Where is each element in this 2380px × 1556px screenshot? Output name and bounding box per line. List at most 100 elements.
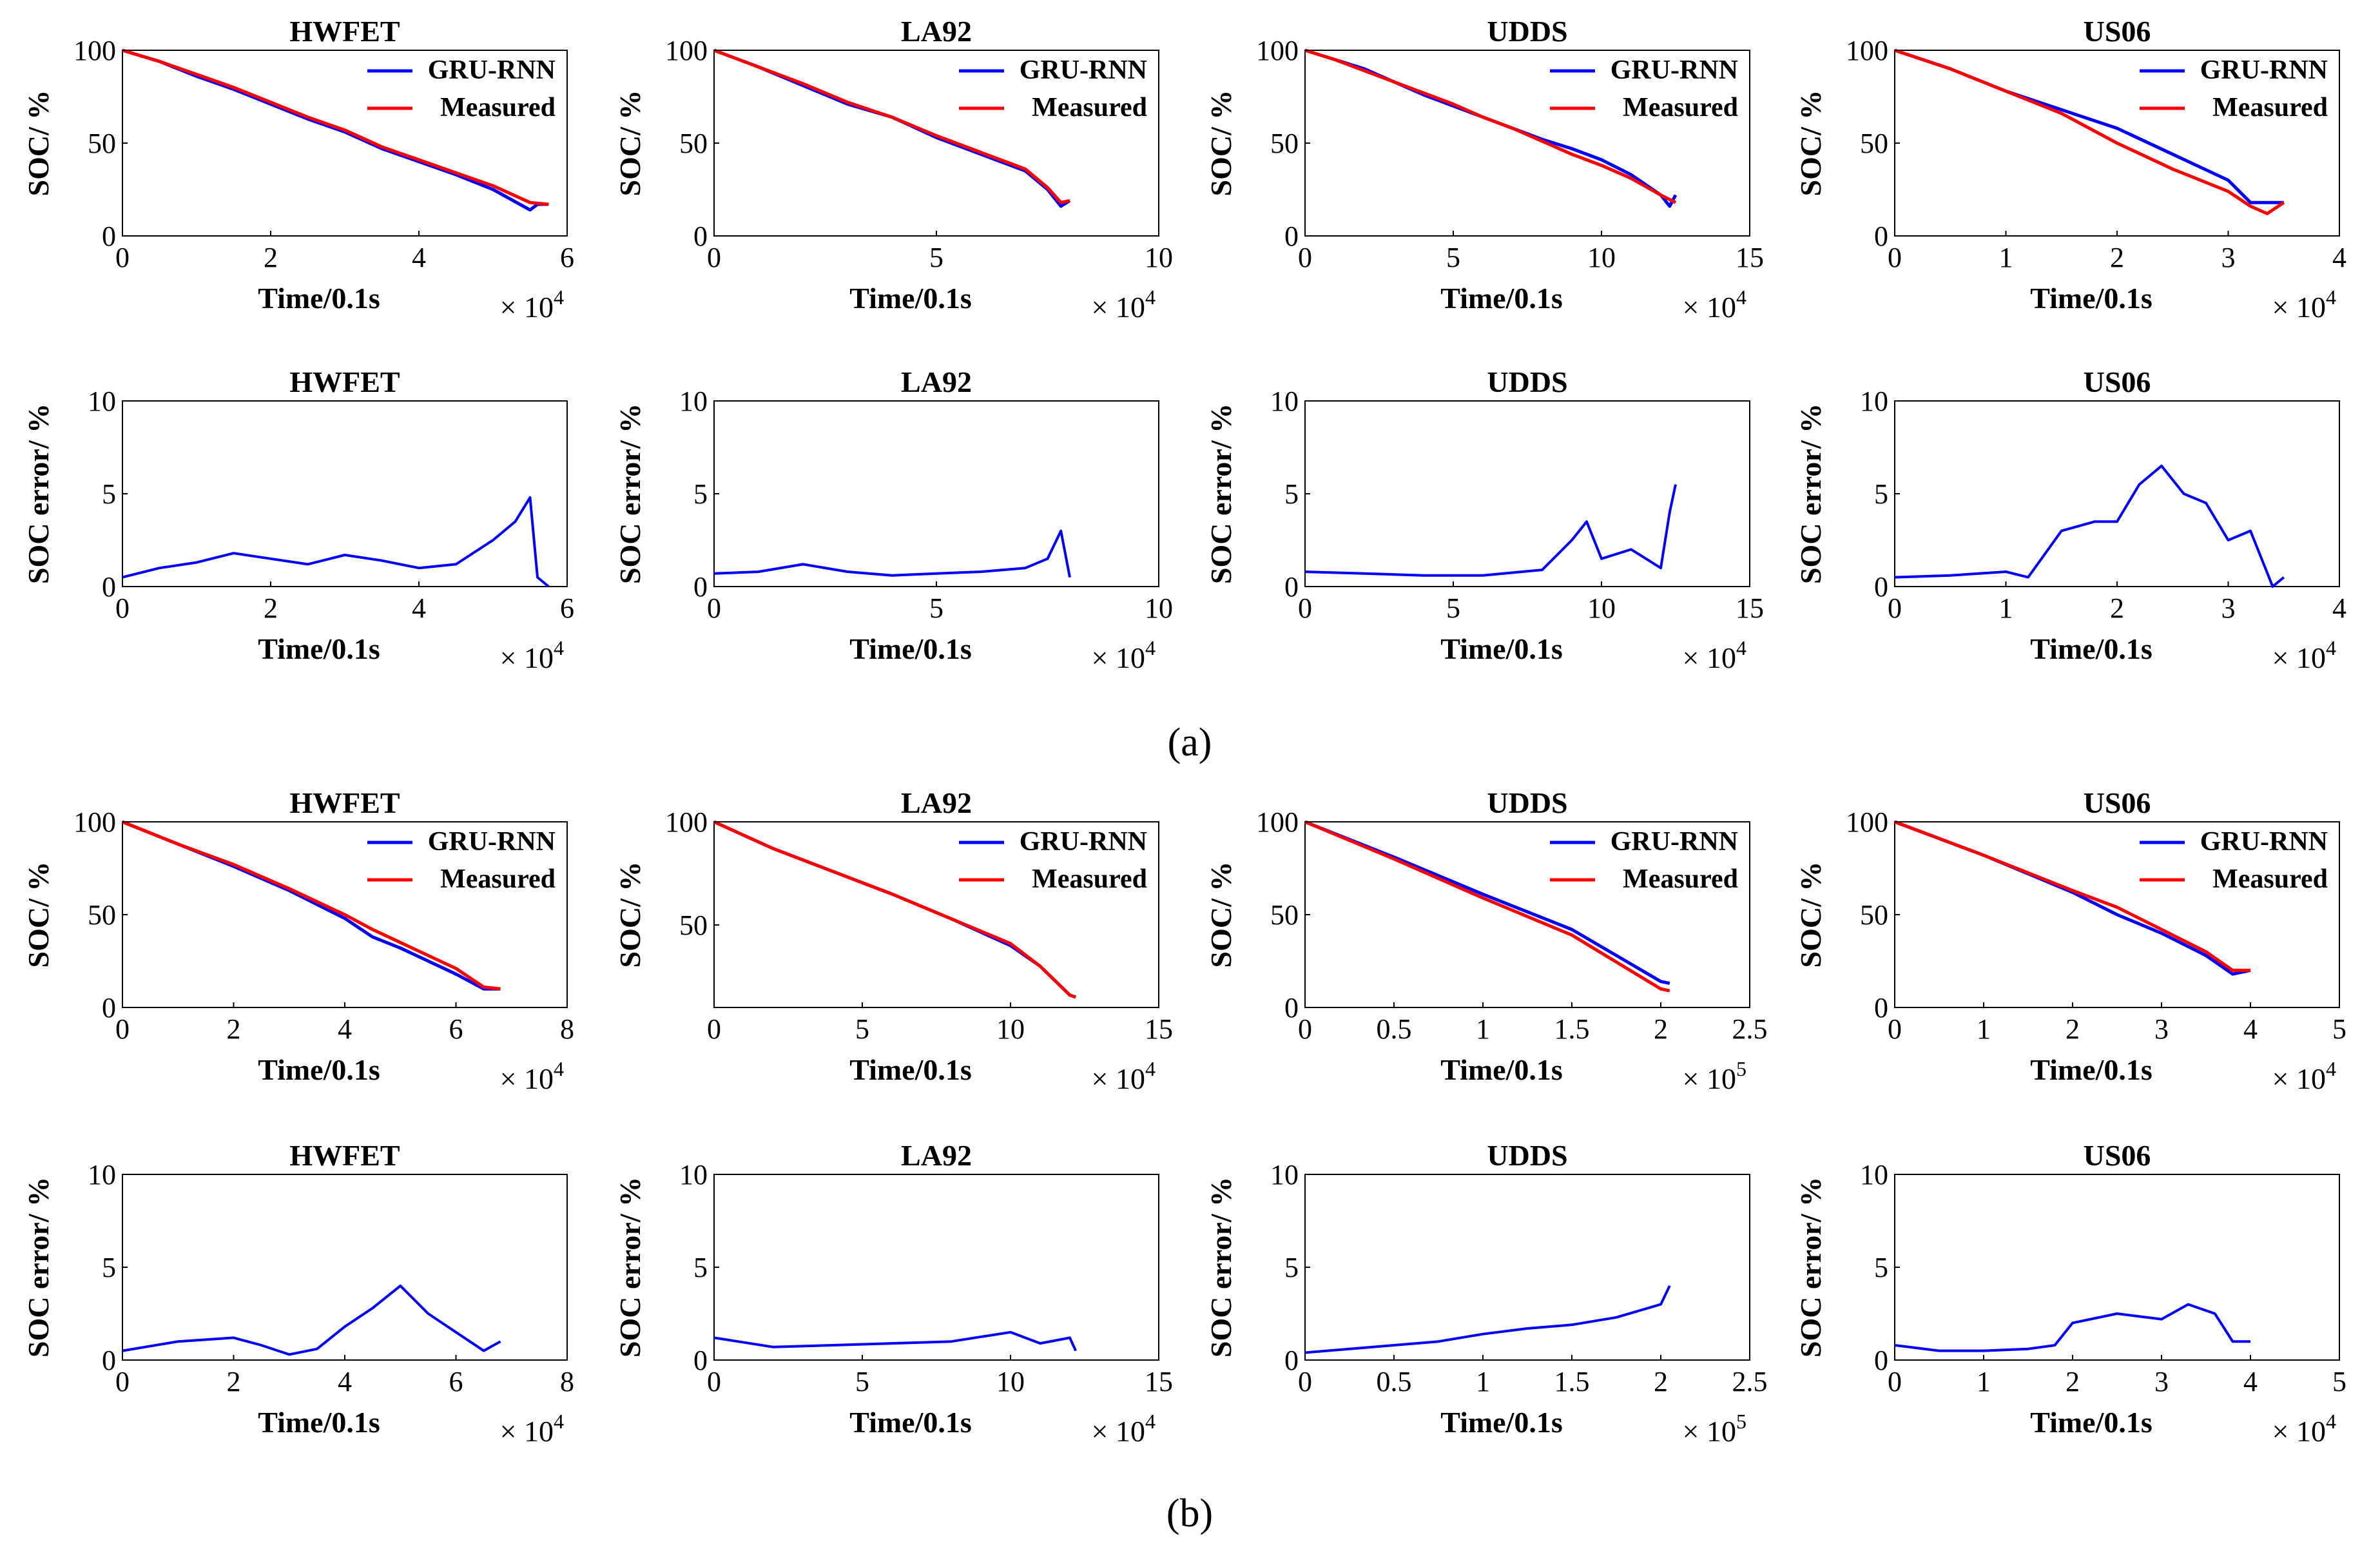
y-tick-label: 0: [693, 220, 708, 252]
y-tick-label: 50: [88, 128, 116, 159]
x-axis-label: Time/0.1s: [258, 282, 380, 315]
y-tick-label: 5: [1874, 1252, 1888, 1283]
x-tick-label: 10: [996, 1013, 1025, 1045]
chart-b-err-la92: 0 5 10 15 0 5 10 LA92 Time/0.1s × 104 SOC error/ %: [614, 1139, 1173, 1448]
x-tick-label: 10: [996, 1366, 1025, 1397]
legend: GRU-RNN Measured: [2140, 55, 2328, 122]
x-tick-label: 0.5: [1377, 1013, 1412, 1045]
chart-title: UDDS: [1487, 365, 1567, 398]
x-multiplier-exponent: 4: [554, 286, 564, 309]
y-tick-label: 10: [1270, 1159, 1299, 1191]
x-tick-label: 4: [2243, 1013, 2258, 1045]
axes-box: [122, 400, 568, 587]
y-tick-label: 10: [679, 385, 708, 417]
x-tick-label: 0: [115, 592, 130, 624]
x-tick-label: 6: [449, 1366, 463, 1397]
measured-series-line: [713, 820, 1077, 999]
x-multiplier: × 104: [500, 1410, 564, 1448]
y-tick-label: 0: [693, 1345, 708, 1376]
y-axis-label: SOC error/ %: [1794, 404, 1827, 584]
x-axis-label: Time/0.1s: [849, 632, 972, 665]
y-axis-label: SOC error/ %: [614, 404, 646, 584]
chart-title: HWFET: [289, 365, 400, 398]
x-multiplier-base: × 10: [500, 291, 554, 324]
x-tick-label: 5: [1446, 592, 1460, 624]
y-axis-label: SOC/ %: [1205, 862, 1237, 968]
gru-rnn-series-line: [713, 1330, 1078, 1352]
x-multiplier-exponent: 4: [2326, 286, 2336, 309]
y-tick-label: 100: [1256, 806, 1299, 838]
x-tick-label: 6: [449, 1013, 463, 1045]
x-multiplier-base: × 10: [2272, 1062, 2326, 1095]
axes-box: [1304, 1174, 1750, 1361]
x-multiplier-base: × 10: [1092, 1415, 1145, 1448]
x-tick-label: 4: [2243, 1366, 2258, 1397]
y-tick-label: 50: [679, 909, 708, 941]
chart-title: LA92: [901, 786, 972, 819]
x-multiplier: × 104: [2272, 1410, 2336, 1448]
x-multiplier-exponent: 4: [1145, 1410, 1156, 1433]
x-tick-label: 10: [1145, 242, 1173, 273]
y-axis-label: SOC error/ %: [614, 1177, 646, 1357]
x-tick-label: 0: [707, 1013, 721, 1045]
x-tick-label: 1: [1476, 1366, 1490, 1397]
measured-series-line: [1894, 48, 2285, 215]
x-tick-label: 5: [929, 592, 943, 624]
x-multiplier-exponent: 4: [1145, 1057, 1156, 1080]
x-axis-label: Time/0.1s: [1440, 632, 1563, 665]
gru-rnn-series-line: [1894, 464, 2285, 588]
chart-title: LA92: [901, 15, 972, 48]
x-tick-label: 5: [929, 242, 943, 273]
y-tick-label: 50: [1270, 128, 1299, 159]
y-tick-label: 10: [1860, 385, 1888, 417]
chart-b-soc-la92: 0 5 10 15 50 100 LA92 Time/0.1s × 104 SOC/ % GRU-R…: [614, 786, 1173, 1095]
x-tick-label: 1.5: [1554, 1366, 1590, 1397]
legend-entry: GRU-RNN: [2200, 55, 2328, 85]
x-tick-label: 0: [115, 1013, 130, 1045]
y-tick-label: 10: [88, 385, 116, 417]
panel-label-a: (a): [1168, 721, 1212, 764]
chart-title: HWFET: [289, 1139, 400, 1172]
x-tick-label: 2: [1654, 1366, 1668, 1397]
y-axis-label: SOC/ %: [1794, 90, 1827, 197]
x-multiplier: × 104: [1092, 286, 1156, 324]
y-tick-label: 100: [73, 806, 116, 838]
y-axis-label: SOC error/ %: [22, 404, 55, 584]
y-tick-label: 0: [693, 571, 708, 603]
legend-entry: Measured: [1032, 864, 1147, 894]
x-axis-label: Time/0.1s: [2030, 282, 2153, 315]
y-tick-label: 50: [1270, 899, 1299, 931]
x-tick-label: 0: [1298, 1366, 1312, 1397]
x-multiplier: × 104: [500, 636, 564, 674]
y-tick-label: 100: [665, 35, 708, 66]
legend: GRU-RNN Measured: [1550, 55, 1738, 122]
legend: GRU-RNN Measured: [959, 55, 1147, 122]
chart-title: HWFET: [289, 15, 400, 48]
x-tick-label: 5: [855, 1366, 869, 1397]
x-tick-label: 1: [1999, 242, 2013, 273]
x-tick-label: 0: [115, 242, 130, 273]
x-axis-label: Time/0.1s: [2030, 1406, 2153, 1439]
y-axis-label: SOC error/ %: [1205, 1177, 1237, 1357]
axes-box: [122, 1174, 568, 1361]
x-tick-label: 1: [1977, 1366, 1991, 1397]
legend: GRU-RNN Measured: [1550, 827, 1738, 894]
gru-rnn-series-line: [122, 1284, 501, 1356]
axes-box: [1304, 400, 1750, 587]
x-tick-label: 1: [1999, 592, 2013, 624]
y-axis-label: SOC/ %: [1794, 862, 1827, 968]
x-multiplier-base: × 10: [1683, 641, 1736, 674]
gru-rnn-series-line: [1894, 820, 2251, 976]
x-axis-label: Time/0.1s: [258, 1406, 380, 1439]
x-tick-label: 2: [2110, 242, 2124, 273]
y-tick-label: 10: [1860, 1159, 1888, 1191]
x-tick-label: 4: [412, 592, 426, 624]
chart-title: LA92: [901, 365, 972, 398]
x-multiplier-base: × 10: [2272, 1415, 2326, 1448]
legend-entry: Measured: [440, 93, 556, 122]
y-tick-label: 10: [679, 1159, 708, 1191]
